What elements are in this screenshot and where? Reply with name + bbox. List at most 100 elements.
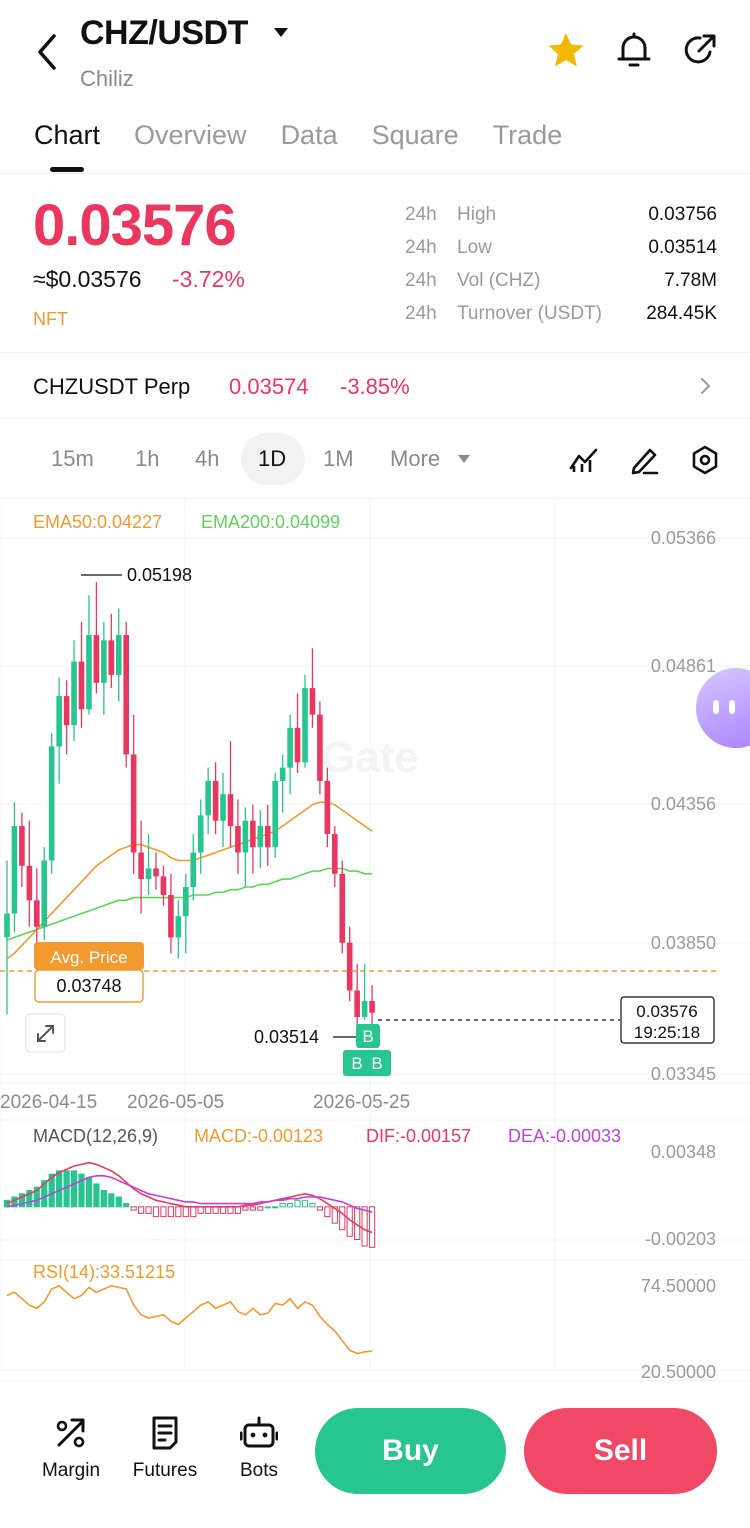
macd-bar <box>339 1206 346 1231</box>
candle-body <box>71 661 77 726</box>
candle-body <box>101 640 107 683</box>
y-axis-label: 0.03850 <box>651 933 716 953</box>
draw-icon[interactable] <box>628 444 660 476</box>
candle-body <box>346 942 353 991</box>
macd-bar <box>197 1206 204 1214</box>
y-axis-label: 0.04356 <box>651 794 716 814</box>
macd-bar <box>138 1206 145 1214</box>
chevron-down-icon[interactable] <box>458 455 470 463</box>
y-axis-label: 0.05366 <box>651 528 716 548</box>
stat-value-high: 0.03756 <box>648 204 717 225</box>
macd-bar <box>167 1206 175 1218</box>
countdown: 19:25:18 <box>634 1023 700 1042</box>
rsi-y-label: 20.50000 <box>641 1362 716 1378</box>
candle-body <box>361 1001 368 1017</box>
candle-body <box>153 868 159 877</box>
category-tag[interactable]: NFT <box>33 309 68 329</box>
interval-1m[interactable]: 1M <box>323 446 354 471</box>
interval-4h[interactable]: 4h <box>195 446 220 471</box>
macd-bar <box>115 1196 122 1208</box>
candle-body <box>235 826 241 853</box>
candle-body <box>220 794 226 821</box>
interval-1d[interactable]: 1D <box>258 446 287 471</box>
buy-button[interactable]: Buy <box>315 1408 506 1494</box>
macd-y-label: 0.00348 <box>651 1142 716 1162</box>
x-axis-label: 2026-05-05 <box>127 1092 224 1113</box>
macd-bar <box>85 1176 93 1208</box>
kline-chart[interactable]: Gate EMA50:0.04227 EMA200:0.04099 0.0536… <box>0 500 750 1378</box>
candle-body <box>354 990 360 1017</box>
candles <box>4 582 375 1028</box>
avg-price-badge <box>34 942 144 970</box>
candle-body <box>48 746 55 861</box>
bots-button[interactable]: Bots <box>214 1414 304 1482</box>
margin-button[interactable]: Margin <box>26 1414 116 1482</box>
sell-button[interactable]: Sell <box>524 1408 717 1494</box>
macd-bar <box>145 1206 152 1214</box>
futures-button[interactable]: Futures <box>120 1414 210 1482</box>
interval-more[interactable]: More <box>390 446 441 471</box>
macd-bar <box>227 1206 234 1214</box>
price-change-pct: -3.72% <box>172 266 245 292</box>
ema200-line <box>6 867 373 941</box>
tab-overview[interactable]: Overview <box>134 120 247 150</box>
divider <box>0 498 750 499</box>
macd-histogram <box>3 1170 376 1248</box>
macd-bar <box>368 1206 376 1248</box>
macd-bar <box>130 1206 137 1211</box>
bubble-eye-icon <box>729 700 735 714</box>
star-icon[interactable] <box>546 30 586 70</box>
macd-bar <box>41 1180 48 1208</box>
macd-bar <box>205 1206 212 1214</box>
candle-body <box>183 887 189 917</box>
chevron-right-icon[interactable] <box>698 376 712 396</box>
stat-label-low: Low <box>457 237 492 258</box>
ema200-legend: EMA200:0.04099 <box>201 512 340 532</box>
interval-active-pill <box>241 433 305 485</box>
candle-body <box>93 635 100 683</box>
candle-body <box>26 865 33 901</box>
candle-body <box>242 820 249 853</box>
tab-trade[interactable]: Trade <box>492 120 563 150</box>
futures-icon <box>152 1416 178 1450</box>
back-icon[interactable] <box>30 30 66 74</box>
macd-dif-line <box>6 1161 373 1234</box>
bell-icon[interactable] <box>614 30 654 70</box>
x-axis-label: 2026-05-25 <box>313 1092 410 1113</box>
macd-bar <box>93 1183 100 1208</box>
tab-chart[interactable]: Chart <box>34 112 100 172</box>
tab-square[interactable]: Square <box>371 120 459 150</box>
pair-title[interactable]: CHZ/USDT <box>80 14 248 52</box>
y-axis-label: 0.04861 <box>651 656 716 676</box>
macd-bar <box>190 1206 197 1218</box>
tab-data[interactable]: Data <box>280 120 338 150</box>
macd-bar <box>301 1199 309 1208</box>
macd-dif-value: DIF:-0.00157 <box>366 1126 471 1146</box>
chevron-down-icon[interactable] <box>274 28 288 37</box>
macd-bar <box>33 1186 40 1208</box>
bubble-eye-icon <box>713 700 719 714</box>
candle-body <box>86 635 92 710</box>
share-icon[interactable] <box>680 30 720 70</box>
settings-icon[interactable] <box>689 444 721 476</box>
last-price-tag <box>620 996 715 1044</box>
divider <box>0 352 750 353</box>
candle-body <box>324 780 331 834</box>
pair-name: Chiliz <box>80 66 134 91</box>
interval-1h[interactable]: 1h <box>135 446 160 471</box>
buy-mark[interactable] <box>343 1050 391 1076</box>
perp-change-pct: -3.85% <box>340 374 410 399</box>
stat-period: 24h <box>405 270 437 291</box>
indicator-icon[interactable] <box>568 444 600 476</box>
macd-bar <box>272 1206 279 1209</box>
buy-mark[interactable] <box>356 1024 380 1048</box>
perp-name[interactable]: CHZUSDT Perp <box>33 374 191 399</box>
margin-label: Margin <box>41 1460 101 1481</box>
candle-body <box>4 913 10 938</box>
candle-body <box>78 661 85 710</box>
macd-bar <box>18 1193 25 1208</box>
macd-bar <box>175 1206 182 1218</box>
interval-15m[interactable]: 15m <box>51 446 94 471</box>
bot-icon <box>240 1416 278 1448</box>
avg-price-value-box <box>34 969 144 1003</box>
